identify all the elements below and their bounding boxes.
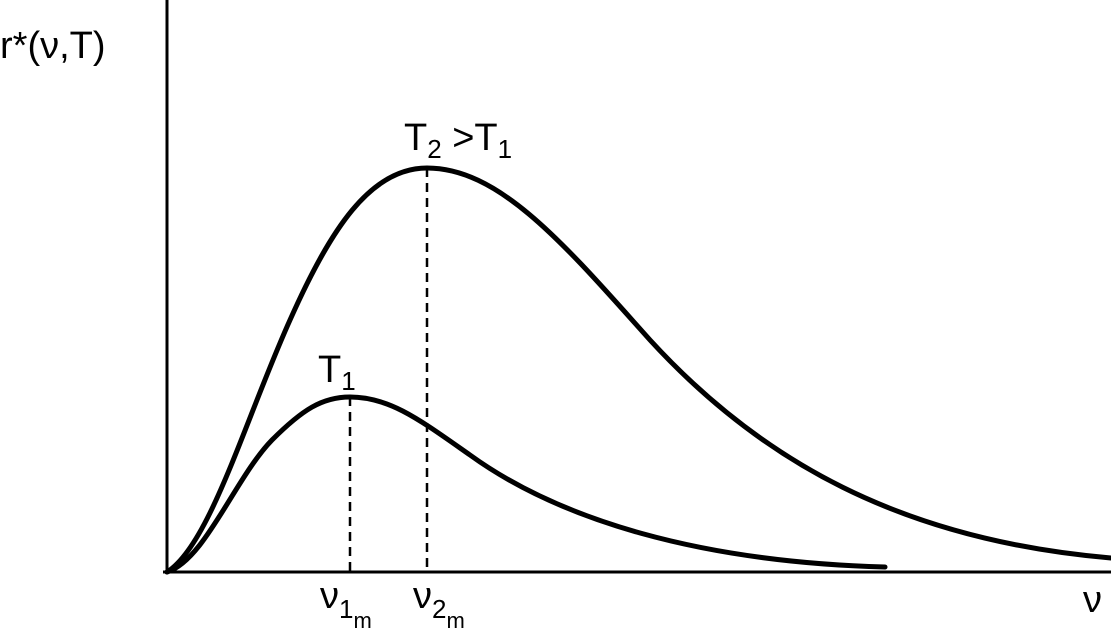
- label-sub: 1: [341, 366, 355, 396]
- marker-subsub: m: [446, 608, 464, 633]
- curve-label: T2 >T1: [404, 117, 512, 164]
- label-text: >T: [442, 117, 498, 159]
- label-text: T: [404, 117, 427, 159]
- marker-text: ν: [413, 575, 432, 617]
- curve-t1: [164, 394, 888, 575]
- peak-marker-label: ν2m: [413, 575, 465, 633]
- marker-text: ν: [320, 575, 339, 617]
- marker-sub: 1: [339, 594, 353, 624]
- curve-label: T1: [318, 349, 356, 396]
- label-text: T: [318, 349, 341, 391]
- marker-subsub: m: [353, 608, 371, 633]
- y-axis-label: r*(ν,T): [0, 25, 106, 67]
- label-sub: 2: [427, 134, 441, 164]
- label-sub: 1: [498, 134, 512, 164]
- peak-marker-label: ν1m: [320, 575, 372, 633]
- marker-sub: 2: [432, 594, 446, 624]
- x-axis-label: ν: [1083, 579, 1102, 621]
- curve-t2: [164, 165, 1111, 575]
